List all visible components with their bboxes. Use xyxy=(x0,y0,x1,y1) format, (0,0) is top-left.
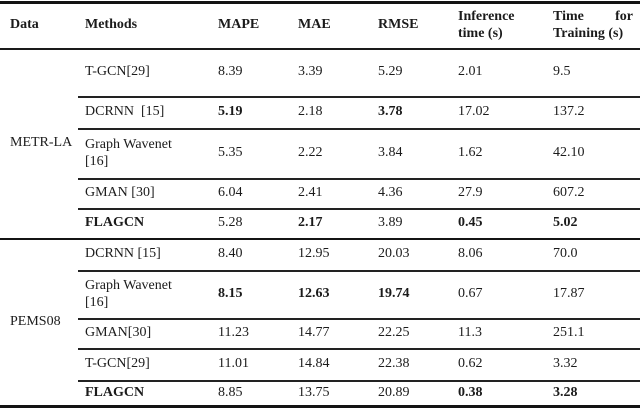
training-cell: 3.28 xyxy=(553,384,578,400)
method-cell: T-GCN[29] xyxy=(78,48,210,98)
inference-cell: 11.3 xyxy=(450,318,545,350)
rmse-cell: 4.36 xyxy=(370,178,450,210)
header-inference-line1: Inference xyxy=(458,9,515,24)
inference-cell: 0.45 xyxy=(450,208,545,240)
inference-cell: 1.62 xyxy=(450,128,545,180)
rmse-cell: 22.25 xyxy=(370,318,450,350)
header-methods: Methods xyxy=(78,2,210,50)
mape-cell: 8.39 xyxy=(210,48,290,98)
rmse-cell: 3.89 xyxy=(370,208,450,240)
inference-cell: 2.01 xyxy=(450,48,545,98)
rmse-cell: 5.29 xyxy=(370,48,450,98)
rmse-cell: 3.84 xyxy=(370,128,450,180)
training-cell: 17.87 xyxy=(545,270,640,320)
mae-cell: 14.84 xyxy=(290,348,370,382)
mae-cell: 13.75 xyxy=(298,384,330,400)
rmse-cell: 22.38 xyxy=(370,348,450,382)
training-cell: 607.2 xyxy=(545,178,640,210)
training-cell: 9.5 xyxy=(545,48,640,98)
mape-cell: 8.15 xyxy=(210,270,290,320)
method-cell: Graph Wavenet [16] xyxy=(78,128,210,180)
header-mae: MAE xyxy=(290,2,370,50)
method-cell: DCRNN [15] xyxy=(78,238,210,272)
mape-cell: 8.40 xyxy=(210,238,290,272)
mape-cell: 5.28 xyxy=(210,208,290,240)
header-training-word1: Time xyxy=(553,9,584,24)
mae-cell: 2.17 xyxy=(290,208,370,240)
header-data: Data xyxy=(0,2,78,50)
header-training-time: Time for Training (s) xyxy=(545,2,640,50)
method-cell: FLAGCN xyxy=(78,208,210,240)
method-cell: FLAGCN xyxy=(85,384,145,400)
rmse-cell: 19.74 xyxy=(370,270,450,320)
method-cell: GMAN [30] xyxy=(78,178,210,210)
inference-cell: 27.9 xyxy=(450,178,545,210)
table-row-metr-la-2: DCRNN [15] 5.19 2.18 3.78 17.02 137.2 xyxy=(0,96,640,130)
rmse-cell: 20.03 xyxy=(370,238,450,272)
table-row-pems08-3: GMAN[30] 11.23 14.77 22.25 11.3 251.1 xyxy=(0,318,640,350)
method-cell: DCRNN [15] xyxy=(78,96,210,130)
method-cell: Graph Wavenet [16] xyxy=(78,270,210,320)
header-inference-time: Inference time (s) xyxy=(450,2,545,50)
mape-cell: 8.85 xyxy=(218,384,243,400)
inference-cell: 0.67 xyxy=(450,270,545,320)
mae-cell: 2.41 xyxy=(290,178,370,210)
method-cell: T-GCN[29] xyxy=(78,348,210,382)
training-cell: 5.02 xyxy=(545,208,640,240)
header-mape: MAPE xyxy=(210,2,290,50)
table-row-metr-la-5: FLAGCN 5.28 2.17 3.89 0.45 5.02 xyxy=(0,208,640,240)
table-row-metr-la-1: METR-LA T-GCN[29] 8.39 3.39 5.29 2.01 9.5 xyxy=(0,48,640,240)
header-training-line1: Time for xyxy=(553,9,633,26)
inference-cell: 17.02 xyxy=(450,96,545,130)
table-row-pems08-1: PEMS08 DCRNN [15] 8.40 12.95 20.03 8.06 70.0 xyxy=(0,238,640,329)
mae-cell: 2.18 xyxy=(290,96,370,130)
header-training-line2: Training (s) xyxy=(553,25,624,41)
header-training-word2: for xyxy=(615,9,633,24)
inference-cell: 8.06 xyxy=(450,238,545,272)
training-cell: 42.10 xyxy=(545,128,640,180)
mape-cell: 11.23 xyxy=(210,318,290,350)
mae-cell: 3.39 xyxy=(290,48,370,98)
mape-cell: 11.01 xyxy=(210,348,290,382)
dataset-label: PEMS08 xyxy=(10,313,61,329)
mae-cell: 14.77 xyxy=(290,318,370,350)
rmse-cell: 20.89 xyxy=(378,384,410,400)
mape-cell: 5.35 xyxy=(210,128,290,180)
mape-cell: 6.04 xyxy=(210,178,290,210)
mae-cell: 12.95 xyxy=(290,238,370,272)
dataset-label: METR-LA xyxy=(0,48,78,240)
header-row: Data Methods MAPE MAE RMSE Inference tim… xyxy=(0,2,640,50)
mae-cell: 2.22 xyxy=(290,128,370,180)
table-row-metr-la-3: Graph Wavenet [16] 5.35 2.22 3.84 1.62 42.10 xyxy=(0,128,640,180)
header-inference-line2: time (s) xyxy=(458,25,503,41)
table-row-pems08-5: FLAGCN 8.85 13.75 20.89 0.38 3.28 xyxy=(0,381,640,407)
table-row-pems08-4: T-GCN[29] 11.01 14.84 22.38 0.62 3.32 xyxy=(0,348,640,382)
training-cell: 3.32 xyxy=(545,348,640,382)
training-cell: 70.0 xyxy=(545,238,640,272)
inference-cell: 0.62 xyxy=(450,348,545,382)
training-cell: 251.1 xyxy=(545,318,640,350)
rmse-cell: 3.78 xyxy=(370,96,450,130)
table-row-metr-la-4: GMAN [30] 6.04 2.41 4.36 27.9 607.2 xyxy=(0,178,640,210)
training-cell: 137.2 xyxy=(545,96,640,130)
inference-cell: 0.38 xyxy=(458,384,483,400)
method-cell: GMAN[30] xyxy=(78,318,210,350)
mape-cell: 5.19 xyxy=(210,96,290,130)
header-rmse: RMSE xyxy=(370,2,450,50)
mae-cell: 12.63 xyxy=(290,270,370,320)
table-row-pems08-2: Graph Wavenet [16] 8.15 12.63 19.74 0.67 17.8… xyxy=(0,270,640,320)
